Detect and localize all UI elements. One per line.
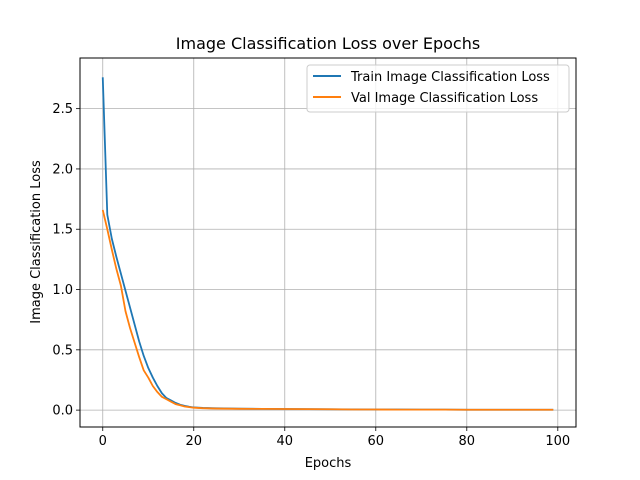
legend-box bbox=[306, 64, 570, 113]
plot-frame bbox=[79, 57, 577, 428]
y-tick-label: 0.0 bbox=[52, 404, 73, 419]
x-tick-label: 0 bbox=[99, 434, 107, 449]
ticks: 0 20 40 60 80 100 0.0 0.5 1.0 1.5 2.0 2.5 bbox=[52, 102, 570, 449]
series-layer bbox=[101, 77, 554, 411]
series-line-val bbox=[101, 209, 554, 411]
y-axis-label: Image Classification Loss bbox=[29, 160, 44, 324]
legend-label-val: Val Image Classification Loss bbox=[351, 91, 538, 106]
x-tick-label: 40 bbox=[276, 434, 293, 449]
x-tick-label: 100 bbox=[545, 434, 570, 449]
grid bbox=[80, 58, 576, 427]
y-tick-label: 1.5 bbox=[52, 223, 73, 238]
x-axis-label: Epochs bbox=[305, 456, 352, 471]
x-tick-label: 20 bbox=[185, 434, 202, 449]
x-tick-label: 60 bbox=[368, 434, 385, 449]
x-tick-label: 80 bbox=[459, 434, 476, 449]
y-tick-label: 2.0 bbox=[52, 162, 73, 177]
chart-title: Image Classification Loss over Epochs bbox=[176, 34, 480, 53]
legend-label-train: Train Image Classification Loss bbox=[350, 70, 550, 85]
y-tick-label: 2.5 bbox=[52, 102, 73, 117]
y-tick-label: 1.0 bbox=[52, 283, 73, 298]
legend: Train Image Classification Loss Val Imag… bbox=[306, 64, 570, 113]
y-tick-label: 0.5 bbox=[52, 343, 73, 358]
